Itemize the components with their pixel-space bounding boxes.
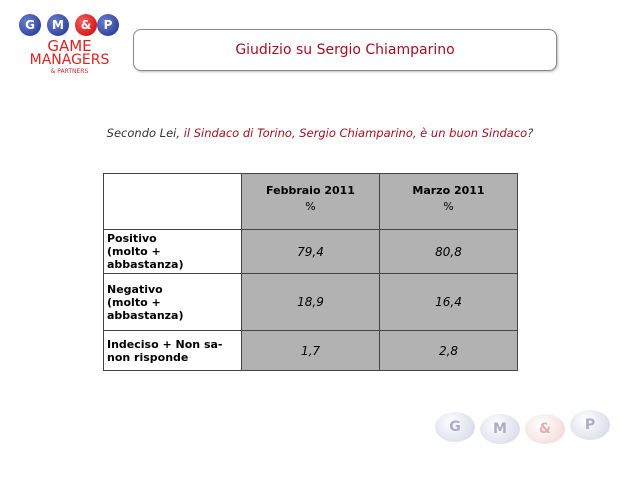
column-name: Marzo 2011: [412, 184, 485, 197]
row-label: Positivo (molto + abbastanza): [103, 229, 242, 274]
logo-text: & PARTNERS: [50, 68, 89, 75]
title: Giudizio su Sergio Chiamparino: [235, 42, 455, 58]
question-end: ?: [527, 126, 534, 140]
value-cell: 1,7: [241, 330, 380, 371]
row-label-line: (molto + abbastanza): [107, 295, 184, 322]
question: Secondo Lei, il Sindaco di Torino, Sergi…: [0, 126, 640, 140]
footer-ball: P: [570, 410, 610, 440]
header-row: Febbraio 2011% Marzo 2011%: [103, 173, 518, 230]
logo-text: GAME: [47, 37, 92, 55]
value-cell: 2,8: [379, 330, 518, 371]
value-cell: 18,9: [241, 273, 380, 331]
column-unit: %: [305, 200, 316, 213]
header-cell: Febbraio 2011%: [241, 173, 380, 230]
logo-ball: P: [97, 14, 119, 36]
footer-ball: G: [435, 412, 475, 442]
logo-ball: G: [19, 14, 41, 36]
corner-cell: [103, 173, 242, 230]
row-label-line: Indeciso + Non sa-: [107, 337, 223, 351]
column-unit: %: [443, 200, 454, 213]
logo-ball: &: [75, 14, 97, 36]
logo-text: MANAGERS: [29, 52, 110, 68]
row-label: Negativo (molto + abbastanza): [103, 273, 242, 331]
row-label-line: Positivo: [107, 232, 157, 245]
footer-ball: M: [480, 414, 520, 444]
row-label-line: (molto + abbastanza): [107, 245, 184, 271]
logo-ball: M: [47, 14, 69, 36]
value-cell: 80,8: [379, 229, 518, 274]
column-name: Febbraio 2011: [266, 184, 355, 197]
header-cell: Marzo 2011%: [379, 173, 518, 230]
data-row: Negativo (molto + abbastanza) 18,9 16,4: [103, 273, 518, 331]
logo: G M & P GAME MANAGERS & PARTNERS: [17, 12, 122, 82]
data-row: Indeciso + Non sa-non risponde 1,7 2,8: [103, 330, 518, 371]
row-label-line: non risponde: [107, 350, 189, 364]
question-emphasis: il Sindaco di Torino, Sergio Chiamparino…: [183, 126, 528, 140]
title-box: Giudizio su Sergio Chiamparino: [133, 29, 557, 71]
value-cell: 16,4: [379, 273, 518, 331]
footer-logo: G M & P: [435, 408, 625, 448]
row-label: Indeciso + Non sa-non risponde: [103, 330, 242, 371]
footer-ball: &: [525, 414, 565, 444]
results-table: Febbraio 2011% Marzo 2011% Positivo (molto …: [103, 173, 518, 371]
value-cell: 79,4: [241, 229, 380, 274]
row-label-line: Negativo: [107, 282, 163, 296]
data-row: Positivo (molto + abbastanza) 79,4 80,8: [103, 229, 518, 274]
question-lead: Secondo Lei,: [106, 126, 184, 140]
